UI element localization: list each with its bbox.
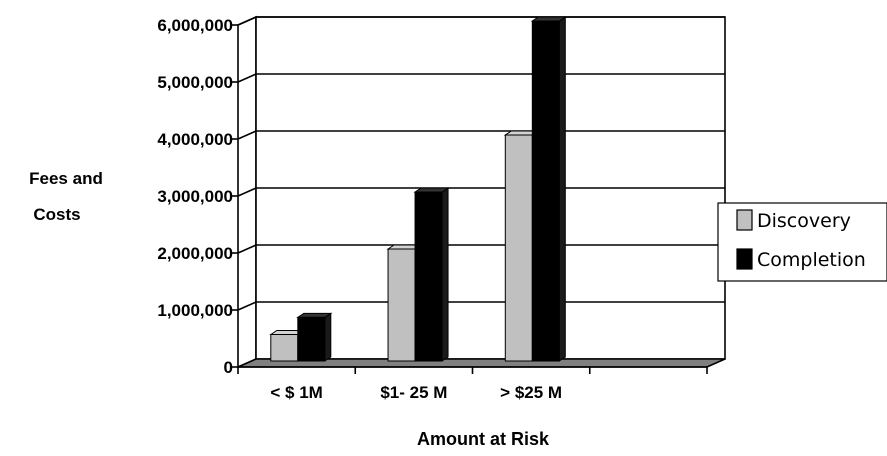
x-tick-labels: < $ 1M $1- 25 M > $25 M bbox=[270, 383, 562, 402]
y-axis-label-line-1: Fees and bbox=[29, 169, 103, 188]
gridlines bbox=[232, 16, 725, 374]
x-tick-label: > $25 M bbox=[500, 383, 562, 402]
y-tick-label: 6,000,000 bbox=[157, 16, 233, 35]
legend-swatch-discovery bbox=[736, 209, 753, 231]
y-tick-label: 2,000,000 bbox=[157, 244, 233, 263]
bar-completion-0 bbox=[296, 312, 333, 362]
gridline-side bbox=[237, 301, 257, 311]
gridline-side bbox=[237, 244, 257, 254]
legend: Discovery Completion bbox=[717, 202, 887, 282]
x-axis-label: Amount at Risk bbox=[417, 429, 550, 449]
gridline-side bbox=[237, 130, 257, 140]
bars bbox=[269, 16, 567, 362]
y-tick-label: 1,000,000 bbox=[157, 301, 233, 320]
y-axis-label-line-2: Costs bbox=[33, 205, 80, 224]
x-tick-label: < $ 1M bbox=[270, 383, 322, 402]
y-tick-label: 0 bbox=[224, 358, 233, 377]
bar-completion-2 bbox=[530, 16, 567, 362]
bar-completion-1 bbox=[413, 187, 450, 362]
legend-label-discovery: Discovery bbox=[757, 210, 851, 232]
y-tick-label: 3,000,000 bbox=[157, 187, 233, 206]
y-tick-label: 4,000,000 bbox=[157, 130, 233, 149]
y-tick-label: 5,000,000 bbox=[157, 73, 233, 92]
gridline-side bbox=[237, 16, 257, 26]
y-tick-labels: 0 1,000,000 2,000,000 3,000,000 4,000,000 5,0… bbox=[157, 16, 233, 377]
gridline-side bbox=[237, 73, 257, 83]
x-tick-label: $1- 25 M bbox=[380, 383, 447, 402]
gridline-side bbox=[237, 187, 257, 197]
legend-label-completion: Completion bbox=[757, 249, 866, 271]
legend-swatch-completion bbox=[736, 248, 753, 270]
